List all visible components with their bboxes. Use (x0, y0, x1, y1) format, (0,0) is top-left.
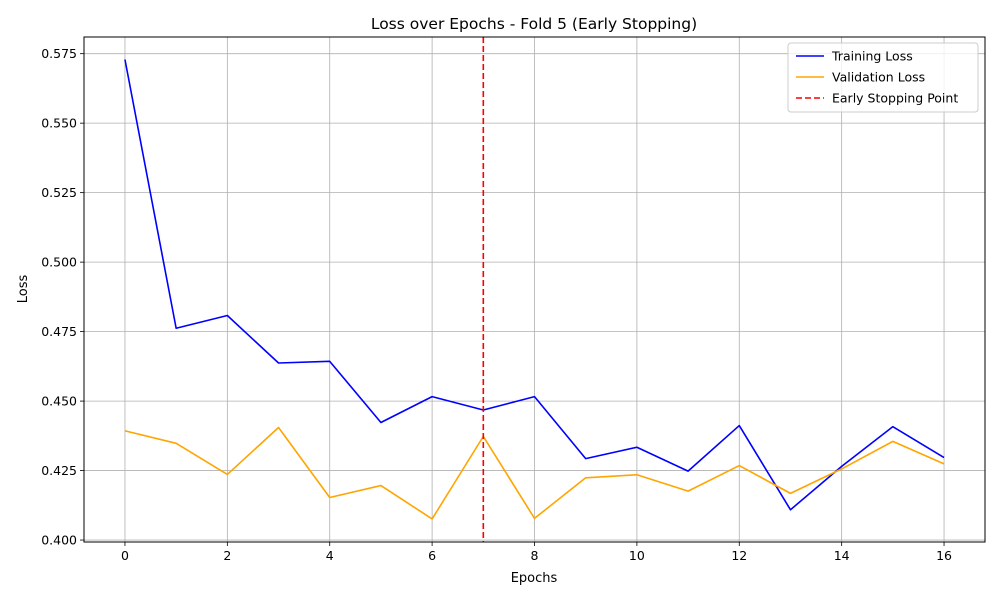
validation-loss-line (124, 426, 945, 520)
x-tick-label: 10 (629, 548, 645, 563)
legend-label: Validation Loss (832, 70, 925, 85)
grid-lines (84, 37, 985, 542)
y-tick-label: 0.575 (41, 46, 77, 61)
axis-ticks: 0 2 4 6 8 10 12 14 16 0.400 0.425 0.450 0.475 0.500 0.… (41, 46, 952, 563)
x-tick-label: 0 (121, 548, 129, 563)
y-tick-label: 0.550 (41, 116, 77, 131)
x-tick-label: 6 (428, 548, 436, 563)
training-loss-line (124, 59, 945, 511)
y-tick-label: 0.475 (41, 324, 77, 339)
legend-box (787, 42, 979, 113)
plot-lines (124, 37, 945, 542)
x-tick-label: 4 (326, 548, 334, 563)
y-tick-label: 0.500 (41, 255, 77, 270)
legend-label: Early Stopping Point (832, 91, 958, 106)
chart-title: Loss over Epochs - Fold 5 (Early Stoppin… (371, 15, 697, 33)
x-tick-label: 16 (936, 548, 952, 563)
x-tick-label: 2 (223, 548, 231, 563)
legend: Training Loss Validation Loss Early Stoppi… (787, 42, 979, 113)
x-tick-label: 8 (531, 548, 539, 563)
x-axis-label: Epochs (511, 571, 558, 586)
y-tick-label: 0.425 (41, 463, 77, 478)
y-axis-label: Loss (16, 275, 31, 304)
x-tick-label: 14 (834, 548, 850, 563)
legend-label: Training Loss (831, 49, 913, 64)
y-tick-label: 0.525 (41, 185, 77, 200)
y-tick-label: 0.450 (41, 394, 77, 409)
x-tick-label: 12 (731, 548, 747, 563)
y-tick-label: 0.400 (41, 533, 77, 548)
